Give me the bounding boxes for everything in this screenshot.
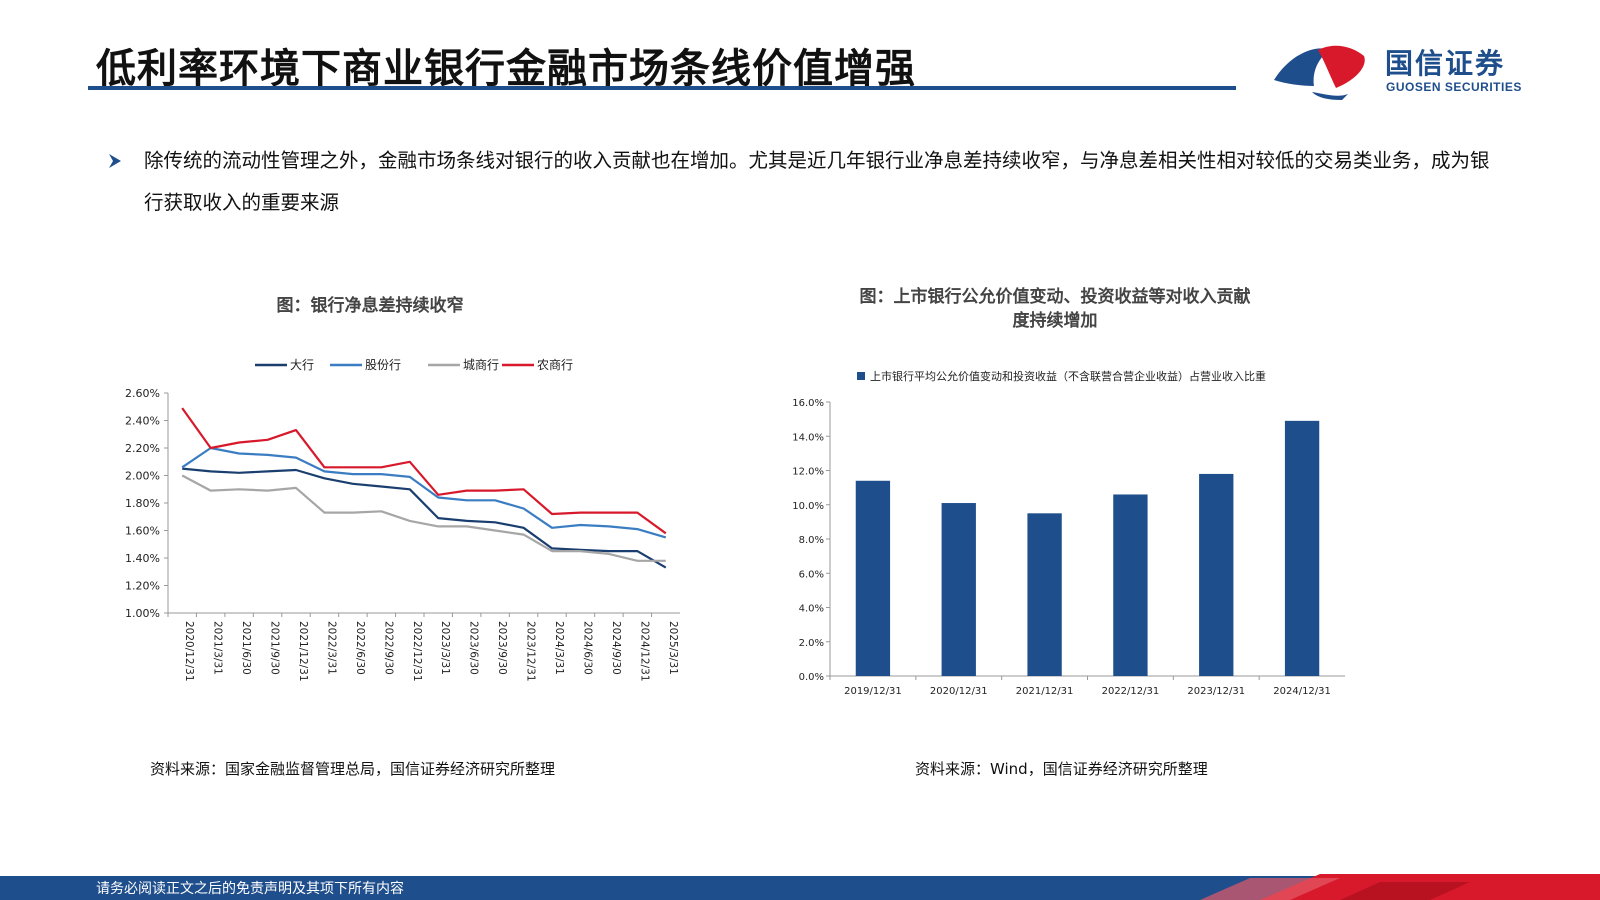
series-line-大行 <box>182 467 667 569</box>
bar-2023/12/31 <box>1199 473 1234 676</box>
bullet-text: 除传统的流动性管理之外，金融市场条线对银行的收入贡献也在增加。尤其是近几年银行业… <box>144 149 1490 214</box>
bar-2024/12/31 <box>1284 420 1320 676</box>
y-tick-label: 1.80% <box>125 497 160 510</box>
y-tick-label: 2.00% <box>125 470 160 483</box>
x-tick-label: 2019/12/31 <box>844 686 902 697</box>
footer-disclaimer: 请务必阅读正文之后的免责声明及其项下所有内容 <box>96 881 404 897</box>
x-tick-label: 2020/12/31 <box>183 621 195 682</box>
y-tick-label: 1.00% <box>125 607 160 620</box>
brand-logo: 国信证券 GUOSEN SECURITIES <box>1272 36 1528 100</box>
x-tick-label: 2021/12/31 <box>1016 686 1074 697</box>
legend-label: 股份行 <box>365 358 401 372</box>
right-chart-title: 图：上市银行公允价值变动、投资收益等对收入贡献 度持续增加 <box>815 285 1295 333</box>
x-tick-label: 2022/12/31 <box>1102 686 1160 697</box>
right-chart-title-line1: 图：上市银行公允价值变动、投资收益等对收入贡献 <box>859 287 1251 307</box>
guosen-logo-icon <box>1274 45 1365 100</box>
legend-label: 农商行 <box>537 357 573 372</box>
y-tick-label: 12.0% <box>792 467 824 478</box>
x-tick-label: 2023/12/31 <box>1187 686 1245 697</box>
y-tick-label: 1.20% <box>125 580 160 593</box>
x-tick-label: 2024/6/30 <box>581 621 593 675</box>
x-tick-label: 2020/12/31 <box>930 686 988 697</box>
series-line-城商行 <box>181 474 666 562</box>
x-tick-label: 2021/9/30 <box>269 621 281 675</box>
y-tick-label: 2.40% <box>125 415 160 428</box>
x-tick-label: 2024/12/31 <box>638 621 650 682</box>
x-tick-label: 2023/9/30 <box>496 621 508 675</box>
bullet-paragraph: 除传统的流动性管理之外，金融市场条线对银行的收入贡献也在增加。尤其是近几年银行业… <box>108 140 1508 224</box>
bar-2020/12/31 <box>941 503 976 676</box>
y-tick-label: 14.0% <box>792 432 824 443</box>
title-underline <box>88 86 1236 90</box>
y-tick-label: 16.0% <box>792 398 824 409</box>
left-chart-title: 图：银行净息差持续收窄 <box>276 296 464 316</box>
x-tick-label: 2023/12/31 <box>525 621 537 682</box>
page-title: 低利率环境下商业银行金融市场条线价值增强 <box>96 46 916 92</box>
y-tick-label: 2.60% <box>125 387 160 400</box>
x-tick-label: 2024/12/31 <box>1273 686 1331 697</box>
arrow-bullet-icon <box>109 154 121 168</box>
x-tick-label: 2025/3/31 <box>667 621 679 675</box>
right-chart-source: 资料来源：Wind，国信证券经济研究所整理 <box>915 760 1208 778</box>
right-chart-title-line2: 度持续增加 <box>1012 311 1098 331</box>
x-tick-label: 2023/6/30 <box>468 621 480 675</box>
series-line-农商行 <box>181 407 667 535</box>
y-tick-label: 1.60% <box>125 525 160 538</box>
y-tick-label: 6.0% <box>799 569 824 580</box>
x-tick-label: 2022/6/30 <box>354 621 366 675</box>
left-chart-source: 资料来源：国家金融监督管理总局，国信证券经济研究所整理 <box>150 760 556 778</box>
x-tick-label: 2024/3/31 <box>553 621 565 675</box>
y-tick-label: 1.40% <box>125 552 160 565</box>
x-tick-label: 2021/6/30 <box>240 621 252 675</box>
x-tick-label: 2022/12/31 <box>411 621 423 682</box>
y-tick-label: 8.0% <box>799 535 824 546</box>
bar-2021/12/31 <box>1027 513 1062 676</box>
series-line-股份行 <box>181 446 667 539</box>
logo-chinese-text: 国信证券 <box>1385 47 1506 80</box>
x-tick-label: 2021/12/31 <box>297 621 309 682</box>
bar-2022/12/31 <box>1113 494 1148 676</box>
x-tick-label: 2022/3/31 <box>325 621 337 675</box>
legend-label: 大行 <box>290 358 314 372</box>
legend-label: 城商行 <box>463 357 499 372</box>
x-tick-label: 2021/3/31 <box>212 621 224 675</box>
y-tick-label: 10.0% <box>792 501 824 512</box>
footer-decoration <box>1200 874 1600 900</box>
x-tick-label: 2022/9/30 <box>382 621 394 675</box>
y-tick-label: 2.0% <box>799 638 824 649</box>
legend-label: 上市银行平均公允价值变动和投资收益（不含联营合营企业收益）占营业收入比重 <box>870 369 1266 383</box>
y-tick-label: 4.0% <box>799 604 824 615</box>
investment-income-bar-chart: 上市银行平均公允价值变动和投资收益（不含联营合营企业收益）占营业收入比重 0.0%… <box>792 369 1345 697</box>
y-tick-label: 2.20% <box>125 442 160 455</box>
nim-line-chart: 大行 股份行 城商行 农商行 1.00% 1.20% 1.40% 1.60% 1.80% 2.00… <box>125 357 680 682</box>
legend-swatch <box>857 372 865 380</box>
bar-2019/12/31 <box>855 480 891 676</box>
y-tick-label: 0.0% <box>799 672 824 683</box>
x-tick-label: 2023/3/31 <box>439 621 451 675</box>
x-tick-label: 2024/9/30 <box>610 621 622 675</box>
logo-english-text: GUOSEN SECURITIES <box>1386 80 1522 94</box>
